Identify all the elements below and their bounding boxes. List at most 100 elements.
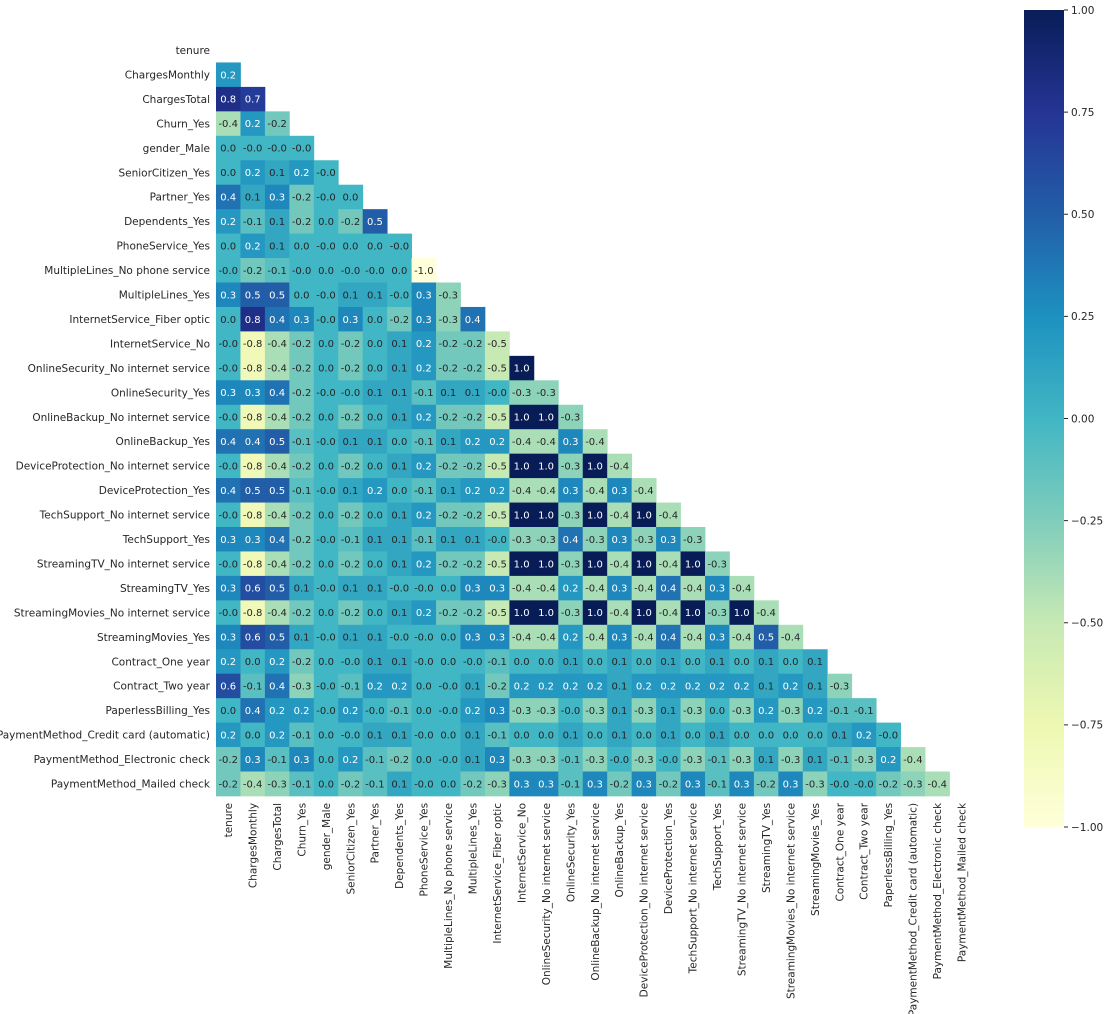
heatmap-cell	[264, 747, 290, 772]
cell-value-label: 0.2	[245, 119, 261, 130]
y-tick-label-onlinesecurity-no-internet-service: OnlineSecurity_No internet service	[28, 363, 210, 375]
heatmap-cell	[460, 747, 486, 772]
cell-value-label: 0.2	[587, 682, 603, 693]
heatmap-cell	[705, 600, 730, 626]
cell-value-label: 0.3	[416, 290, 432, 301]
cell-value-label: -0.0	[561, 706, 581, 717]
cell-value-label: 0.6	[220, 682, 236, 693]
cell-value-label: 0.1	[391, 730, 407, 741]
heatmap-cell	[436, 306, 461, 332]
heatmap-cell	[656, 527, 681, 552]
cell-value-label: -0.1	[365, 755, 385, 766]
heatmap-cell	[216, 306, 241, 332]
heatmap-cell	[289, 527, 315, 552]
heatmap-cell	[240, 160, 266, 186]
cell-value-label: 0.0	[318, 730, 334, 741]
cell-value-label: -0.2	[439, 413, 459, 424]
heatmap-cell	[313, 306, 339, 332]
heatmap-cell	[338, 673, 364, 699]
cell-value-label: 0.1	[391, 510, 407, 521]
x-tick-label-paperlessbilling-yes: PaperlessBilling_Yes	[883, 803, 895, 907]
cell-value-label: 0.3	[611, 633, 627, 644]
colorbar-gradient	[1024, 10, 1064, 827]
heatmap-cell	[705, 673, 730, 699]
heatmap-cell	[362, 355, 388, 381]
cell-value-label: -0.1	[390, 706, 410, 717]
heatmap-cell	[436, 355, 461, 381]
heatmap-cell	[631, 502, 657, 528]
cell-value-label: -0.2	[439, 608, 459, 619]
x-tick-label-paymentmethod-electronic-check: PaymentMethod_Electronic check	[932, 802, 944, 979]
cell-value-label: 0.1	[343, 437, 359, 448]
y-tick-label-paymentmethod-electronic-check: PaymentMethod_Electronic check	[34, 754, 211, 766]
heatmap-cell	[264, 282, 290, 308]
heatmap-cell	[802, 771, 828, 797]
cell-value-label: 0.3	[611, 535, 627, 546]
heatmap-cell	[753, 722, 779, 748]
heatmap-cell	[631, 649, 657, 675]
cell-value-label: 0.0	[245, 730, 261, 741]
cell-value-label: -0.4	[267, 413, 287, 424]
heatmap-cell	[705, 575, 730, 601]
cell-value-label: -0.1	[707, 779, 727, 790]
cell-value-label: 0.0	[538, 657, 554, 668]
cell-value-label: -0.2	[292, 193, 312, 204]
cell-value-label: -0.2	[218, 755, 238, 766]
heatmap-cell	[240, 698, 266, 723]
heatmap-cell	[411, 624, 437, 650]
heatmap-cell	[240, 355, 266, 381]
heatmap-cell	[460, 722, 486, 748]
cell-value-label: -0.4	[928, 779, 948, 790]
heatmap-cell	[607, 453, 633, 479]
cell-value-label: 0.3	[563, 437, 579, 448]
cell-value-label: -0.2	[267, 119, 287, 130]
cell-value-label: -0.0	[341, 657, 361, 668]
cell-value-label: 0.0	[538, 730, 554, 741]
heatmap-cell	[509, 404, 535, 430]
cell-value-label: 0.1	[391, 535, 407, 546]
cell-value-label: -0.8	[243, 413, 263, 424]
heatmap-cell	[362, 673, 388, 699]
heatmap-cell	[460, 673, 486, 699]
heatmap-cell	[705, 771, 730, 797]
cell-value-label: 1.0	[636, 559, 652, 570]
cell-value-label: 0.0	[758, 730, 774, 741]
heatmap-cell	[484, 355, 510, 381]
cell-value-label: 1.0	[538, 510, 554, 521]
heatmap-cell	[362, 527, 388, 552]
heatmap-cell	[509, 527, 535, 552]
heatmap-cell	[900, 747, 926, 772]
cell-value-label: 1.0	[587, 461, 603, 472]
cell-value-label: -0.4	[683, 633, 703, 644]
cell-value-label: -0.0	[365, 266, 385, 277]
heatmap-cell	[240, 600, 266, 626]
heatmap-cell	[582, 575, 608, 601]
heatmap-cell	[216, 282, 241, 308]
heatmap-cell	[533, 380, 559, 406]
heatmap-cell	[240, 429, 266, 455]
cell-value-label: -0.0	[316, 682, 336, 693]
cell-value-label: 0.2	[465, 437, 481, 448]
heatmap-cell	[631, 673, 657, 699]
heatmap-cell	[680, 527, 706, 552]
heatmap-cell	[289, 429, 315, 455]
heatmap-cell	[533, 527, 559, 552]
cell-value-label: -0.2	[463, 364, 483, 375]
cell-value-label: 0.2	[367, 486, 383, 497]
heatmap-cell	[656, 771, 681, 797]
cell-value-label: 0.6	[245, 633, 261, 644]
cell-value-label: 0.1	[367, 633, 383, 644]
cell-value-label: -0.0	[316, 388, 336, 399]
cell-value-label: 0.2	[294, 706, 310, 717]
cell-value-label: -0.2	[341, 461, 361, 472]
heatmap-cell	[264, 551, 290, 577]
heatmap-cell	[289, 502, 315, 528]
heatmap-cell	[338, 380, 364, 406]
cell-value-label: -0.1	[292, 730, 312, 741]
cell-value-label: 0.1	[563, 657, 579, 668]
heatmap-cell	[460, 649, 486, 675]
heatmap-cell	[533, 404, 559, 430]
heatmap-cell	[313, 649, 339, 675]
heatmap-cell	[289, 722, 315, 748]
heatmap-cell	[338, 600, 364, 626]
